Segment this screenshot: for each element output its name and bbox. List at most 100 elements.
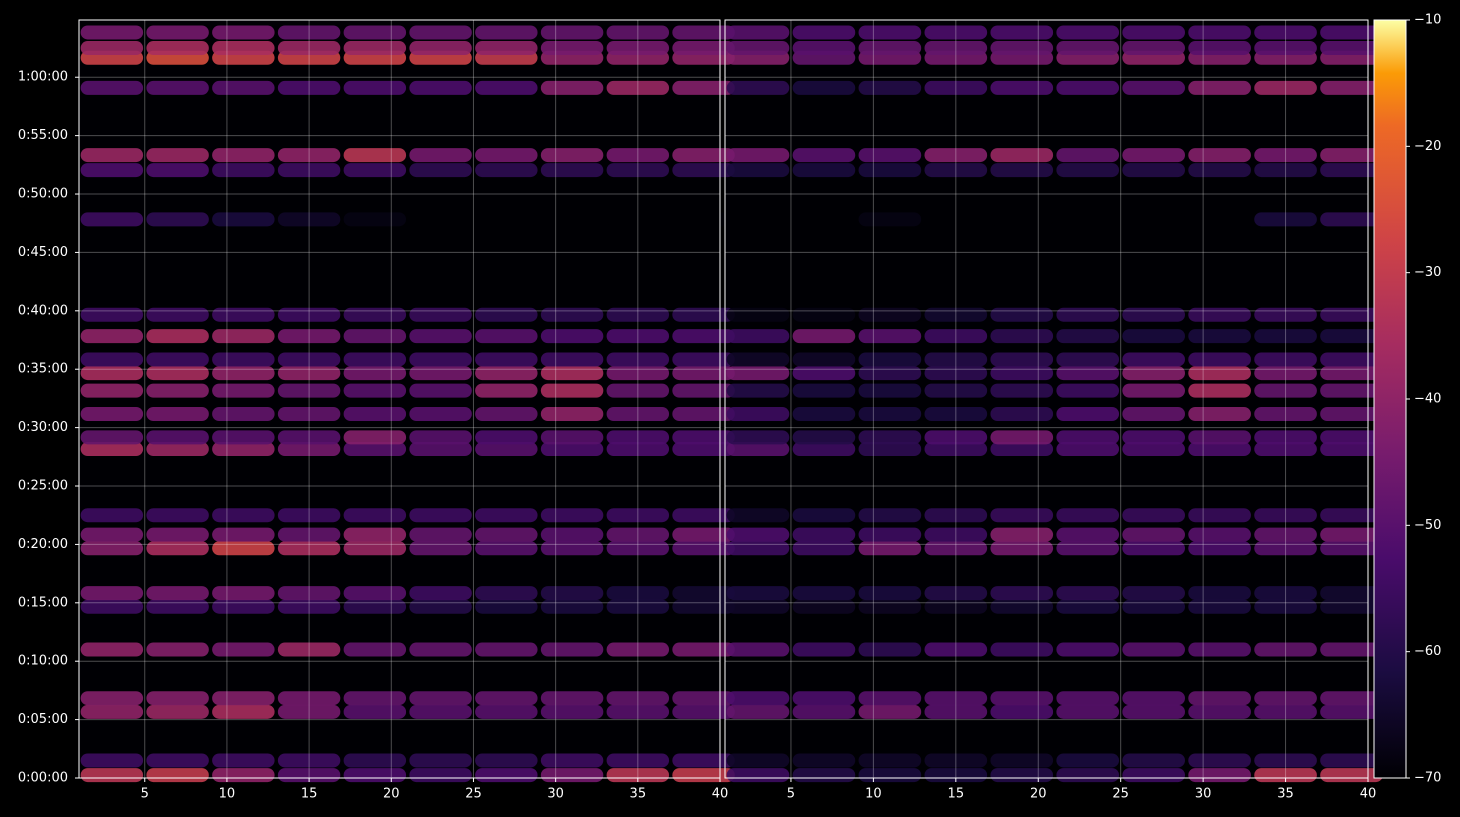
cell — [409, 148, 472, 163]
cell — [858, 148, 922, 163]
cell — [792, 25, 856, 40]
cell — [146, 430, 209, 445]
cell — [540, 691, 604, 706]
cell — [277, 212, 341, 227]
cell — [858, 352, 922, 367]
cell — [990, 527, 1054, 542]
cell — [1056, 691, 1120, 706]
cell — [343, 442, 407, 457]
cell — [1320, 768, 1383, 783]
cell — [726, 80, 790, 95]
cell — [80, 366, 144, 381]
cell — [212, 41, 275, 56]
cell — [343, 753, 407, 768]
cell — [1254, 642, 1317, 657]
cell — [409, 753, 472, 768]
cell — [146, 642, 209, 657]
cell — [726, 586, 790, 601]
cell — [1254, 704, 1317, 719]
cell — [1320, 352, 1383, 367]
cell — [80, 307, 144, 322]
cell — [606, 307, 670, 322]
x-tick-label: 35 — [630, 787, 647, 802]
cell — [1320, 642, 1383, 657]
cell — [1320, 586, 1383, 601]
cell — [672, 148, 735, 163]
cell — [726, 642, 790, 657]
cell — [792, 768, 856, 783]
cell — [726, 366, 790, 381]
cell — [409, 25, 472, 40]
cell — [540, 383, 604, 398]
cell — [1320, 508, 1383, 523]
cell — [858, 508, 922, 523]
cell — [343, 704, 407, 719]
cell — [606, 541, 670, 556]
cell — [606, 527, 670, 542]
cell — [792, 704, 856, 719]
cell — [1122, 442, 1185, 457]
cell — [1188, 430, 1251, 445]
cell — [475, 541, 538, 556]
cell — [990, 508, 1054, 523]
y-tick-label: 0:50:00 — [18, 187, 68, 202]
x-tick-label: 40 — [712, 787, 729, 802]
cell — [1188, 768, 1251, 783]
cell — [672, 527, 735, 542]
cell — [1056, 527, 1120, 542]
cell — [858, 307, 922, 322]
cell — [409, 442, 472, 457]
cell — [277, 41, 341, 56]
cell — [792, 352, 856, 367]
cell — [540, 527, 604, 542]
cell — [858, 768, 922, 783]
cell — [672, 366, 735, 381]
cell — [792, 753, 856, 768]
cell — [1320, 25, 1383, 40]
cell — [80, 352, 144, 367]
cell — [212, 366, 275, 381]
cell — [726, 599, 790, 614]
y-tick-label: 0:25:00 — [18, 479, 68, 494]
cell — [858, 212, 922, 227]
cell — [792, 430, 856, 445]
x-tick-label: 5 — [787, 787, 795, 802]
cell — [672, 329, 735, 344]
cell — [277, 527, 341, 542]
cell — [1122, 163, 1185, 178]
cell — [672, 406, 735, 421]
cell — [80, 41, 144, 56]
cell — [277, 586, 341, 601]
cell — [146, 80, 209, 95]
cell — [343, 41, 407, 56]
cell — [1122, 383, 1185, 398]
cell — [80, 704, 144, 719]
x-tick-label: 25 — [465, 787, 482, 802]
cell — [409, 599, 472, 614]
cell — [1122, 25, 1185, 40]
cell — [672, 691, 735, 706]
cell — [409, 768, 472, 783]
cell — [1188, 212, 1251, 227]
cell — [343, 80, 407, 95]
cell — [924, 25, 988, 40]
cell — [409, 383, 472, 398]
cell — [726, 383, 790, 398]
cell — [792, 163, 856, 178]
cell — [475, 212, 538, 227]
panel-bg — [725, 20, 1368, 778]
cell — [80, 599, 144, 614]
cell — [540, 442, 604, 457]
cell — [146, 329, 209, 344]
cell — [858, 383, 922, 398]
cell — [606, 383, 670, 398]
cell — [672, 352, 735, 367]
cell — [1320, 430, 1383, 445]
cell — [409, 586, 472, 601]
cell — [1254, 768, 1317, 783]
cell — [792, 307, 856, 322]
cell — [726, 307, 790, 322]
cell — [1188, 691, 1251, 706]
cell — [990, 163, 1054, 178]
cell — [1056, 212, 1120, 227]
